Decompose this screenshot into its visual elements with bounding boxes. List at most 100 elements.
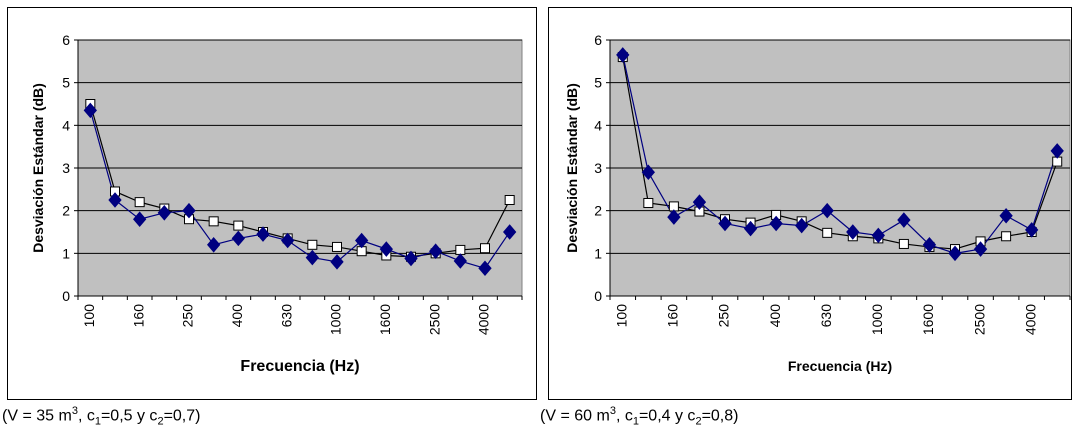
chart1-x-tick-label-5: 1000 (869, 304, 885, 335)
chart0-y-tick-label-4: 4 (62, 117, 70, 133)
chart1-series-0-point-1 (641, 164, 655, 181)
chart0-series-0-point-2 (133, 211, 147, 227)
chart0-y-tick-label-5: 5 (62, 75, 70, 91)
chart1-series-0-point-10 (871, 227, 885, 244)
chart1-x-tick-label-6: 1600 (920, 304, 936, 335)
chart0-series-0-point-6 (231, 230, 245, 247)
caption-right-prefix: (V = 60 m (540, 407, 610, 425)
caption-left-c2-value: =0,7) (163, 407, 201, 425)
chart0-series-0-point-0 (83, 102, 97, 119)
chart1-series-0-point-15 (999, 208, 1013, 224)
chart1-series-1-point-8 (822, 227, 833, 238)
chart1-y-tick-label-2: 2 (594, 203, 602, 219)
caption-left-prefix: (V = 35 m (2, 407, 72, 425)
chart0-series-1-point-17 (504, 195, 515, 205)
chart1-series-0-point-2 (667, 209, 681, 225)
chart0-series-0-point-11 (355, 232, 369, 249)
chart0-series-0-point-10 (330, 254, 344, 270)
chart-panel-left: 0 1 2 3 4 5 6 100 160 250 400 630 1000 1600 2500 4000 Fr… (7, 7, 537, 400)
chart0-y-axis-label: Desviación Estándar (dB) (30, 83, 46, 253)
chart1-series-1-point-1 (643, 197, 654, 208)
chart1-series-0-point-9 (846, 224, 860, 240)
chart1-y-tick-label-5: 5 (594, 75, 602, 91)
caption-right: (V = 60 m3, c1=0,4 y c2=0,8) (540, 405, 738, 428)
chart0-series-0-point-8 (281, 232, 295, 249)
chart0-x-tick-label-1: 160 (130, 304, 146, 328)
chart0-x-tick-label-2: 250 (180, 304, 196, 328)
caption-right-c1-sub: 1 (632, 415, 639, 428)
chart1-x-tick-label-7: 2500 (971, 304, 987, 335)
caption-right-c1-label: , c (615, 407, 633, 425)
chart1-series-0-point-14 (973, 241, 988, 257)
chart1-series-0-point-6 (769, 215, 783, 232)
chart0-series-1-point-16 (480, 243, 490, 254)
chart0-series-1-point-5 (208, 216, 219, 227)
chart0-x-axis-label: Frecuencia (Hz) (240, 358, 359, 375)
chart0-series-0-point-3 (157, 205, 171, 221)
chart0-series-0-point-14 (429, 243, 443, 259)
chart0-series-0-point-12 (379, 241, 393, 257)
chart1-y-axis-label: Desviación Estándar (dB) (564, 83, 580, 253)
chart0-x-tick-label-6: 1600 (377, 304, 393, 335)
caption-left-c1-value: =0,5 y c (100, 407, 158, 425)
chart1-series-0-point-12 (922, 237, 937, 253)
chart0-x-tick-label-0: 100 (81, 304, 97, 328)
chart0-series-1-point-6 (233, 220, 244, 231)
chart0-series-0-point-1 (108, 192, 122, 208)
chart0-series-0-point-16 (478, 260, 492, 277)
chart0-series-0-point-9 (305, 249, 319, 266)
chart0-series-0-point-17 (503, 224, 517, 240)
chart0-y-tick-label-1: 1 (62, 245, 70, 261)
chart1-x-tick-label-0: 100 (613, 304, 629, 328)
chart1-y-tick-label-0: 0 (594, 288, 602, 304)
chart1-series-0-point-4 (718, 215, 732, 232)
chart1-series-1-point-11 (898, 238, 909, 249)
chart0-y-tick-label-3: 3 (62, 160, 70, 176)
caption-left-c1-sub: 1 (94, 415, 101, 428)
chart0-x-tick-label-7: 2500 (426, 304, 442, 335)
chart0-series-0-point-4 (182, 202, 196, 219)
caption-left-c2-sub: 2 (157, 415, 164, 428)
chart0-x-tick-label-5: 1000 (328, 304, 344, 335)
chart1-y-tick-label-3: 3 (594, 160, 602, 176)
chart0-series-0-point-13 (404, 250, 418, 267)
chart1-y-tick-label-6: 6 (594, 32, 602, 48)
chart0-y-tick-label-2: 2 (62, 203, 70, 219)
caption-right-c2-value: =0,8) (701, 407, 739, 425)
chart0-series-1-point-10 (332, 241, 342, 252)
chart0-x-tick-label-3: 400 (229, 304, 245, 328)
chart1-x-tick-label-2: 250 (716, 304, 732, 328)
chart-panel-right: 0 1 2 3 4 5 6 100 160 250 400 630 1000 1600 2500 4000 Fr… (548, 7, 1072, 400)
chart1-series-0-point-16 (1025, 222, 1039, 238)
caption-right-sup: 3 (609, 405, 616, 417)
chart0-x-tick-label-8: 4000 (476, 304, 492, 335)
chart0-x-tick-label-4: 630 (278, 304, 294, 328)
chart1-series-0-point-5 (743, 220, 758, 237)
chart1-y-tick-label-1: 1 (594, 245, 602, 261)
chart1-y-tick-label-4: 4 (594, 117, 602, 133)
chart1-series-0-point-7 (795, 217, 809, 234)
chart1-series-0-point-11 (897, 212, 911, 228)
chart0-series-0-point-15 (453, 253, 467, 269)
chart0-y-tick-label-0: 0 (62, 288, 70, 304)
chart1-series-0-point-8 (820, 202, 834, 219)
chart-right-svg: 0 1 2 3 4 5 6 100 160 250 400 630 1000 1600 2500 4000 Fr… (564, 32, 1071, 374)
chart1-x-axis-label: Frecuencia (Hz) (788, 358, 892, 374)
chart1-series-0-point-0 (616, 47, 630, 63)
chart1-series-1-point-15 (1001, 231, 1012, 242)
chart0-y-tick-label-6: 6 (62, 32, 70, 48)
chart1-x-tick-label-3: 400 (767, 304, 783, 328)
chart1-x-tick-label-8: 4000 (1022, 304, 1038, 335)
chart0-series-1-point-9 (307, 239, 318, 250)
caption-left-sup: 3 (71, 405, 78, 417)
caption-right-c1-value: =0,4 y c (638, 407, 696, 425)
chart0-series-0-point-7 (256, 226, 270, 242)
chart0-series-0-point-5 (207, 237, 221, 253)
chart1-x-tick-label-4: 630 (818, 304, 834, 328)
caption-left: (V = 35 m3, c1=0,5 y c2=0,7) (2, 405, 200, 428)
chart1-series-0-point-3 (692, 194, 707, 210)
chart1-series-0-point-13 (948, 245, 962, 262)
caption-left-c1-label: , c (77, 407, 95, 425)
chart-left-svg: 0 1 2 3 4 5 6 100 160 250 400 630 1000 1600 2500 4000 Fr… (30, 32, 523, 375)
chart0-series-1-point-2 (134, 197, 145, 208)
